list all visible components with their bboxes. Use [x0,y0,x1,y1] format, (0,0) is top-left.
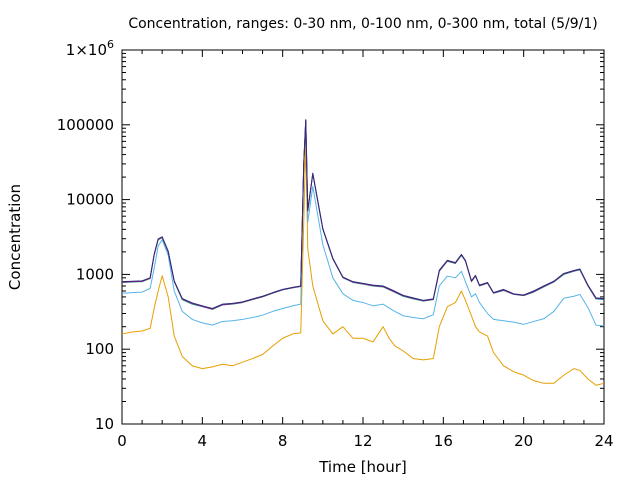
x-tick-label: 16 [434,432,453,450]
series-line-4 [121,119,605,310]
y-tick-label: 100 [85,340,114,358]
x-tick-label: 0 [117,432,127,450]
y-tick-label: 10 [95,415,114,433]
x-tick-label: 24 [594,432,613,450]
y-tick-label: 100000 [57,116,114,134]
axis-ticks: 0 4 8 12 16 20 24 10 100 1000 10000 100000 1×106 [57,38,614,450]
series-lines [121,119,605,386]
x-tick-label: 20 [514,432,533,450]
series-line-1 [121,142,605,386]
y-tick-label: 10000 [66,191,114,209]
x-tick-label: 12 [353,432,372,450]
series-line-3 [121,119,605,310]
chart-title: Concentration, ranges: 0-30 nm, 0-100 nm… [128,16,597,32]
y-tick-label: 1×106 [66,38,114,59]
x-axis-label: Time [hour] [318,458,407,476]
y-axis-label: Concentration [6,184,24,290]
series-line-2 [121,121,605,327]
plot-frame [121,49,605,425]
x-tick-label: 4 [198,432,208,450]
x-tick-label: 8 [278,432,288,450]
y-tick-label: 1000 [76,265,114,283]
series-line-5 [121,119,605,309]
